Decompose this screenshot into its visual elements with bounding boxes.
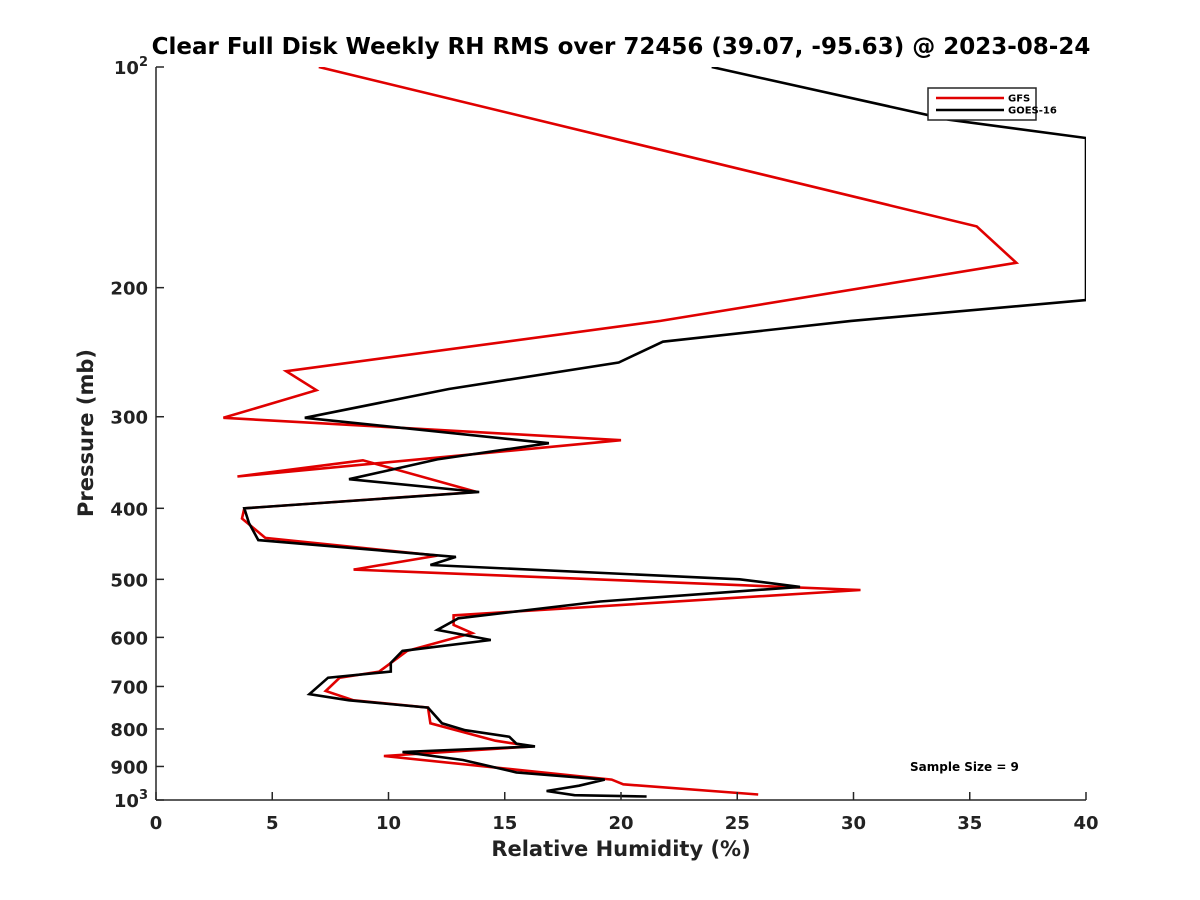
x-axis-label: Relative Humidity (%) [491, 837, 750, 861]
series-line-gfs [223, 67, 1020, 796]
y-tick-label: 500 [110, 570, 148, 591]
x-tick-label: 10 [376, 813, 401, 834]
axis-layer: 0 5 10 15 20 25 30 35 40 102 200 300 400 500 600 700 800… [110, 55, 1098, 834]
y-tick-label: 102 [114, 55, 148, 79]
x-tick-label: 0 [150, 813, 163, 834]
y-axis-label: Pressure (mb) [74, 349, 98, 517]
legend-label-gfs: GFS [1008, 94, 1030, 105]
legend: GFS GOES-16 [927, 87, 1057, 121]
sample-size-annotation: Sample Size = 9 [910, 760, 1019, 774]
x-tick-label: 20 [608, 813, 633, 834]
plot-area [156, 67, 1086, 800]
legend-box [927, 87, 1037, 121]
y-tick-label: 200 [110, 279, 148, 300]
y-tick-label: 700 [110, 677, 148, 698]
x-tick-label: 5 [266, 813, 279, 834]
y-tick-label: 103 [114, 788, 148, 812]
x-tick-label: 15 [492, 813, 517, 834]
x-tick-label: 40 [1073, 813, 1098, 834]
x-tick-label: 35 [957, 813, 982, 834]
y-tick-label: 600 [110, 628, 148, 649]
series-line-goes16 [242, 67, 1086, 798]
series-layer [223, 67, 1086, 798]
x-tick-label: 25 [725, 813, 750, 834]
y-tick-label: 900 [110, 757, 148, 778]
chart-title: Clear Full Disk Weekly RH RMS over 72456… [152, 34, 1091, 60]
legend-label-goes16: GOES-16 [1008, 106, 1057, 117]
y-tick-label: 400 [110, 499, 148, 520]
y-tick-label: 800 [110, 720, 148, 741]
x-tick-label: 30 [841, 813, 866, 834]
y-tick-label: 300 [110, 408, 148, 429]
